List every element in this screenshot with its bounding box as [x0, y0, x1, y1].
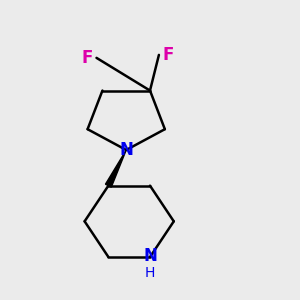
Text: F: F: [162, 46, 173, 64]
Text: N: N: [119, 141, 133, 159]
Text: H: H: [145, 266, 155, 280]
Text: N: N: [143, 247, 157, 265]
Polygon shape: [106, 150, 126, 187]
Text: F: F: [82, 49, 93, 67]
